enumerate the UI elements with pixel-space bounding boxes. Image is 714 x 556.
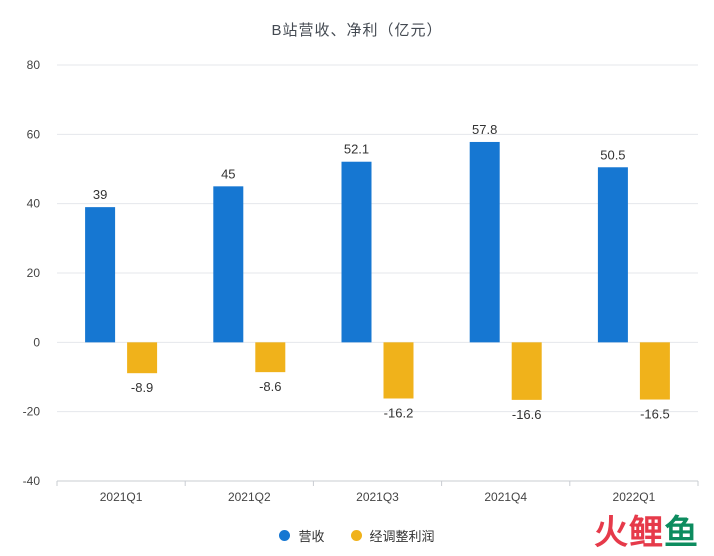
- legend-label-adjusted-profit: 经调整利润: [369, 529, 435, 544]
- bar-revenue[interactable]: [469, 141, 500, 343]
- bar-adjusted-profit[interactable]: [127, 342, 158, 374]
- bar-adjusted-profit[interactable]: [255, 342, 286, 373]
- data-label-adjusted-profit: -16.6: [512, 407, 542, 422]
- data-label-adjusted-profit: -8.9: [131, 380, 153, 395]
- data-label-adjusted-profit: -16.5: [640, 407, 670, 422]
- chart-legend: 营收 经调整利润: [0, 526, 714, 545]
- data-label-revenue: 57.8: [472, 122, 497, 137]
- y-tick-label: 60: [27, 127, 41, 141]
- x-tick-label: 2021Q1: [100, 490, 143, 504]
- bar-revenue[interactable]: [597, 167, 628, 343]
- bar-adjusted-profit[interactable]: [383, 342, 414, 399]
- x-tick-label: 2021Q2: [228, 490, 271, 504]
- data-label-revenue: 45: [221, 166, 235, 181]
- legend-swatch-revenue: [279, 530, 291, 541]
- y-tick-label: 40: [27, 197, 41, 211]
- y-tick-label: 20: [27, 266, 41, 280]
- y-tick-label: 80: [27, 58, 41, 72]
- watermark-char: 鲤: [629, 513, 663, 553]
- bar-adjusted-profit[interactable]: [639, 342, 670, 400]
- bar-revenue[interactable]: [85, 207, 116, 343]
- legend-swatch-adjusted-profit: [350, 530, 362, 541]
- data-label-adjusted-profit: -8.6: [259, 379, 281, 394]
- data-label-revenue: 52.1: [344, 142, 369, 157]
- chart-title: B站营收、净利（亿元）: [271, 22, 443, 39]
- bar-adjusted-profit[interactable]: [511, 342, 542, 400]
- bar-revenue[interactable]: [341, 161, 372, 343]
- y-tick-label: -20: [23, 405, 41, 419]
- data-label-revenue: 39: [93, 187, 107, 202]
- data-label-adjusted-profit: -16.2: [384, 405, 414, 420]
- legend-item-adjusted-profit[interactable]: 经调整利润: [350, 526, 435, 545]
- y-tick-label: 0: [33, 335, 40, 349]
- x-tick-label: 2022Q1: [613, 490, 656, 504]
- legend-item-revenue[interactable]: 营收: [279, 526, 325, 545]
- x-tick-label: 2021Q4: [484, 490, 527, 504]
- y-tick-label: -40: [23, 474, 41, 488]
- watermark-char: 鱼: [664, 513, 698, 553]
- bar-revenue[interactable]: [213, 186, 244, 343]
- legend-label-revenue: 营收: [298, 529, 325, 544]
- watermark-char: 火: [594, 513, 628, 553]
- x-tick-label: 2021Q3: [356, 490, 399, 504]
- watermark-logo: 火 鲤 鱼: [594, 516, 698, 550]
- data-label-revenue: 50.5: [600, 147, 625, 162]
